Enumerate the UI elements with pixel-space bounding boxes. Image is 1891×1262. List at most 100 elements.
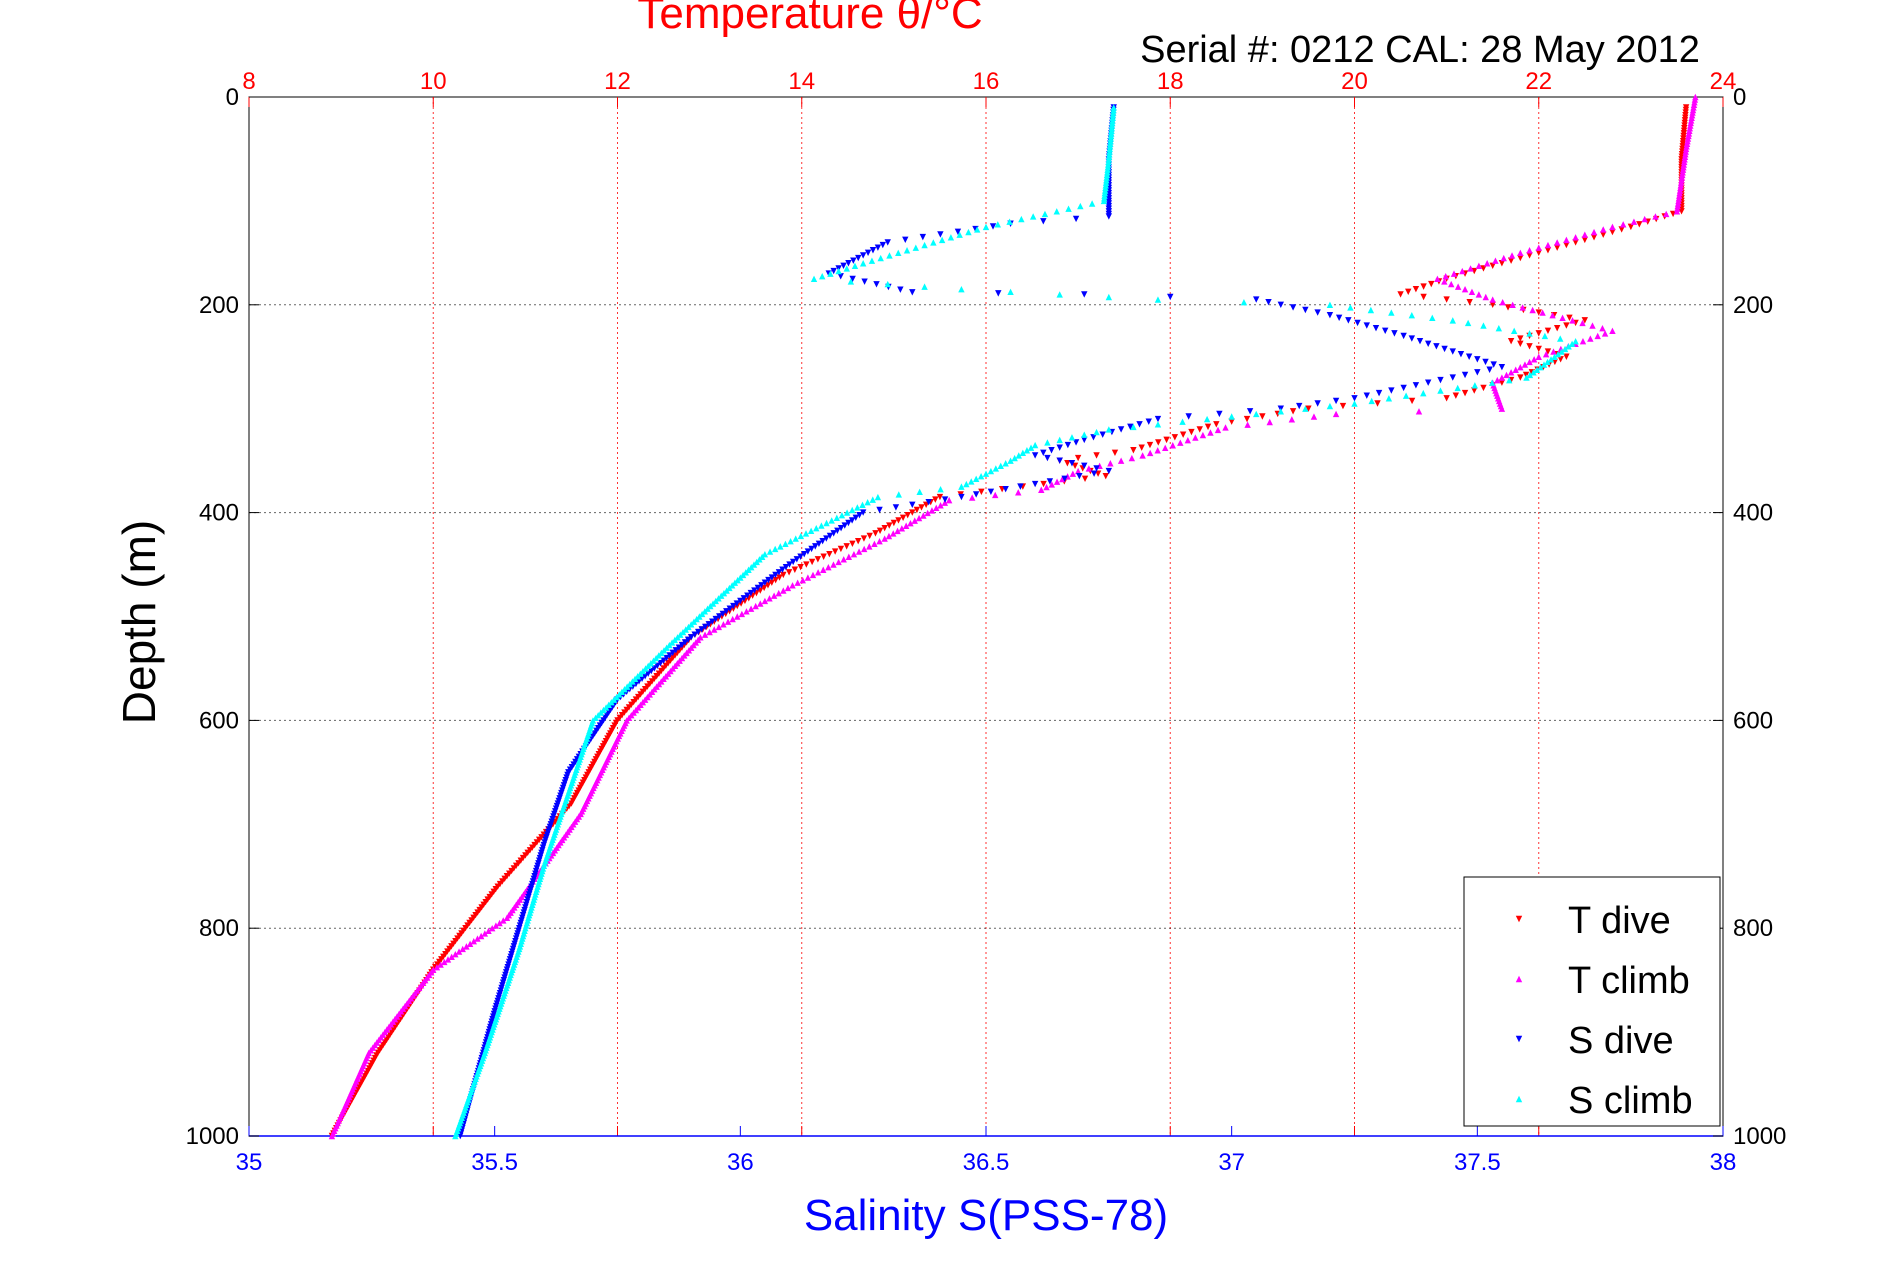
- data-point: [1179, 418, 1186, 425]
- depth-tick-label: 0: [226, 84, 239, 111]
- data-point: [1408, 311, 1416, 319]
- data-point: [1544, 358, 1551, 366]
- data-point: [956, 231, 963, 238]
- salinity-tick-label: 35: [236, 1149, 263, 1176]
- temperature-tick-label: 14: [788, 68, 815, 95]
- data-point: [890, 519, 898, 527]
- data-point: [701, 631, 709, 638]
- depth-tick-label-right: 1000: [1733, 1123, 1786, 1150]
- data-point: [477, 932, 485, 940]
- data-point: [1509, 301, 1516, 308]
- data-point: [1203, 415, 1211, 423]
- salinity-tick-label: 36.5: [963, 1149, 1010, 1176]
- data-point: [1541, 332, 1549, 340]
- data-point: [1090, 434, 1097, 441]
- data-point: [1563, 236, 1570, 244]
- data-point: [1056, 457, 1063, 464]
- data-point: [328, 1132, 336, 1140]
- data-point: [1139, 452, 1146, 459]
- data-point: [1539, 309, 1546, 316]
- data-point: [726, 605, 734, 612]
- data-point: [968, 478, 975, 485]
- data-point: [861, 278, 868, 285]
- data-point: [1069, 470, 1077, 477]
- data-point: [448, 953, 455, 960]
- data-point: [1136, 421, 1143, 428]
- data-point: [884, 280, 891, 288]
- data-point: [463, 943, 470, 950]
- data-point: [1192, 434, 1199, 441]
- data-point: [720, 621, 727, 628]
- data-point: [691, 631, 698, 638]
- data-point: [1662, 210, 1670, 218]
- data-point: [854, 537, 862, 545]
- data-point: [1600, 231, 1607, 238]
- data-point: [812, 543, 819, 550]
- data-point: [1053, 478, 1061, 485]
- data-point: [1486, 366, 1493, 373]
- data-point: [1103, 174, 1110, 181]
- data-point: [733, 600, 741, 607]
- data-point: [881, 535, 888, 542]
- data-point: [758, 553, 766, 560]
- data-point: [879, 241, 887, 249]
- data-point: [1391, 330, 1398, 337]
- data-point: [745, 566, 752, 573]
- data-point: [1105, 426, 1113, 433]
- data-point: [1587, 335, 1594, 342]
- data-point: [977, 473, 985, 480]
- data-point: [775, 589, 782, 597]
- data-point: [772, 576, 779, 584]
- data-point: [718, 592, 725, 599]
- data-point: [730, 602, 737, 610]
- data-point: [937, 486, 944, 493]
- data-point: [941, 499, 949, 506]
- data-point: [937, 502, 944, 509]
- data-point: [1461, 389, 1469, 397]
- data-point: [792, 535, 799, 542]
- data-point: [1302, 306, 1309, 314]
- data-point: [843, 543, 850, 550]
- data-point: [677, 631, 684, 638]
- data-point: [635, 678, 643, 685]
- data-point: [1457, 350, 1465, 358]
- data-point: [1437, 376, 1444, 384]
- data-point: [455, 948, 463, 955]
- data-point: [797, 553, 804, 560]
- data-point: [825, 563, 832, 571]
- data-point: [987, 467, 995, 475]
- data-point: [1454, 283, 1462, 290]
- data-point: [1489, 296, 1496, 303]
- data-point: [909, 509, 916, 516]
- data-point: [869, 247, 877, 254]
- data-point: [886, 522, 893, 529]
- data-point: [877, 254, 884, 262]
- data-point: [1636, 221, 1643, 228]
- data-point: [1289, 408, 1297, 415]
- data-point: [666, 652, 673, 659]
- data-point: [739, 571, 747, 579]
- data-point: [1519, 304, 1526, 311]
- data-point: [1072, 215, 1080, 223]
- data-point: [898, 525, 906, 532]
- data-point: [1145, 418, 1152, 425]
- data-point: [1468, 288, 1476, 296]
- data-point: [726, 584, 733, 592]
- data-point: [845, 519, 852, 527]
- data-point: [1521, 361, 1529, 368]
- data-point: [1688, 117, 1695, 124]
- data-point: [754, 584, 762, 592]
- data-point: [855, 548, 863, 555]
- data-point: [765, 576, 772, 584]
- data-point: [850, 257, 857, 264]
- data-point: [1677, 182, 1684, 189]
- data-point: [1064, 460, 1071, 467]
- data-point: [1441, 278, 1448, 285]
- data-point: [1461, 371, 1469, 379]
- data-point: [1504, 304, 1512, 311]
- data-point: [860, 545, 868, 553]
- data-point: [1412, 286, 1420, 293]
- data-point: [716, 613, 723, 620]
- data-point: [823, 519, 830, 527]
- data-point: [1056, 436, 1063, 444]
